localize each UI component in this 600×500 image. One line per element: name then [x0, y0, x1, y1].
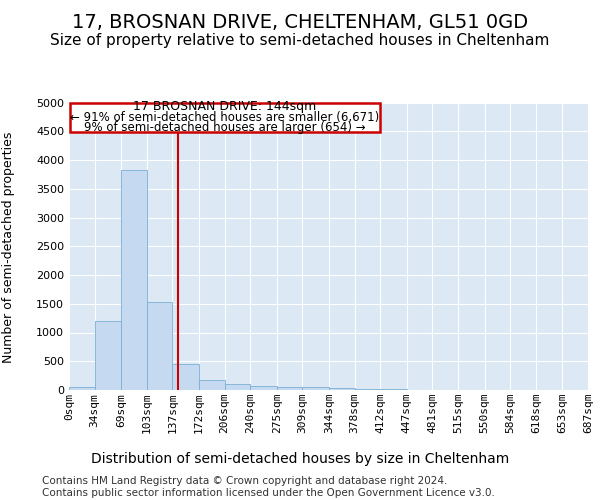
Bar — [172, 364, 199, 390]
Text: ← 91% of semi-detached houses are smaller (6,671): ← 91% of semi-detached houses are smalle… — [70, 111, 380, 124]
Bar — [95, 321, 121, 390]
Bar — [224, 384, 250, 390]
Bar — [302, 387, 329, 390]
Text: 9% of semi-detached houses are larger (654) →: 9% of semi-detached houses are larger (6… — [84, 120, 366, 134]
Bar — [277, 387, 302, 390]
Text: Distribution of semi-detached houses by size in Cheltenham: Distribution of semi-detached houses by … — [91, 452, 509, 466]
Text: Contains public sector information licensed under the Open Government Licence v3: Contains public sector information licen… — [42, 488, 495, 498]
Bar — [147, 302, 172, 390]
Text: Contains HM Land Registry data © Crown copyright and database right 2024.: Contains HM Land Registry data © Crown c… — [42, 476, 448, 486]
Bar — [250, 386, 277, 390]
Bar — [121, 170, 147, 390]
Text: 17, BROSNAN DRIVE, CHELTENHAM, GL51 0GD: 17, BROSNAN DRIVE, CHELTENHAM, GL51 0GD — [72, 12, 528, 32]
Text: Size of property relative to semi-detached houses in Cheltenham: Size of property relative to semi-detach… — [50, 32, 550, 48]
FancyBboxPatch shape — [70, 102, 380, 132]
Bar — [199, 380, 224, 390]
Bar — [329, 388, 355, 390]
Text: Number of semi-detached properties: Number of semi-detached properties — [2, 132, 16, 363]
Text: 17 BROSNAN DRIVE: 144sqm: 17 BROSNAN DRIVE: 144sqm — [133, 100, 317, 114]
Bar — [69, 387, 95, 390]
Bar — [355, 389, 380, 390]
